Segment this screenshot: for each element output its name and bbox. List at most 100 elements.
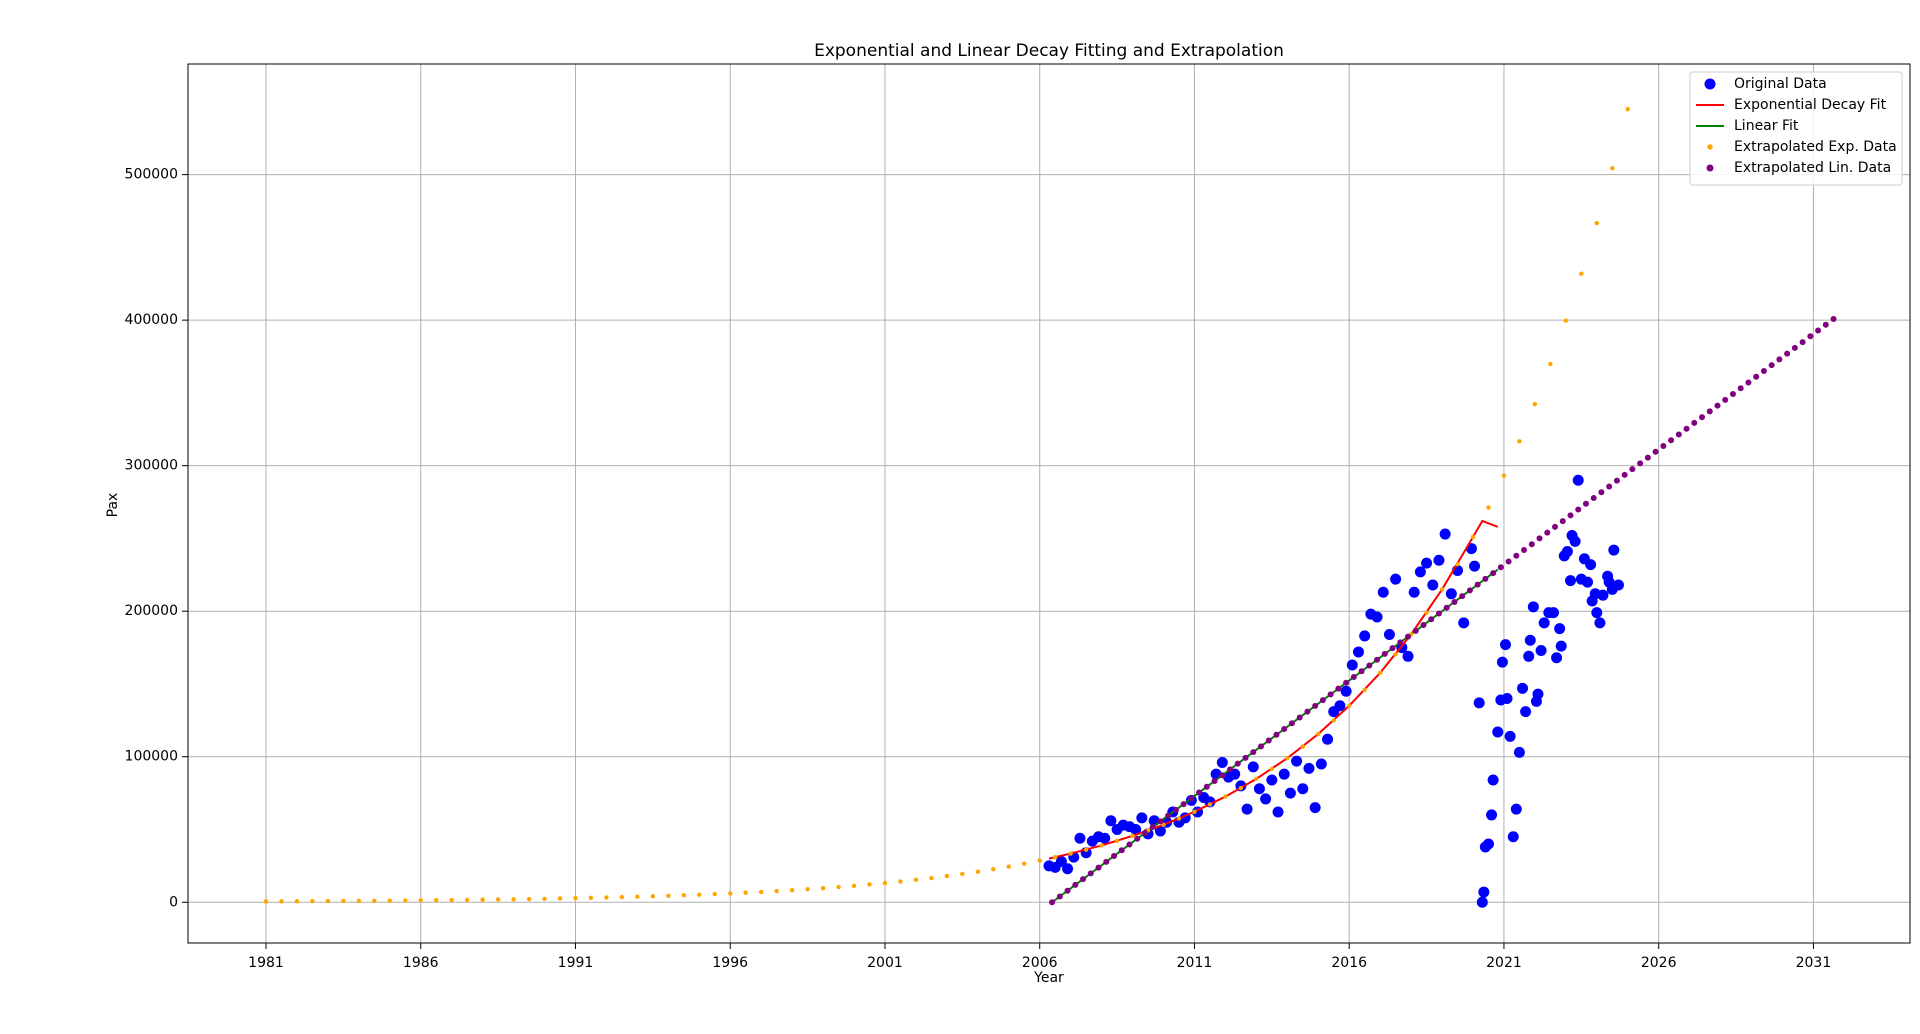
data-point — [1377, 586, 1389, 598]
data-point — [1149, 824, 1156, 831]
data-point — [1567, 512, 1574, 519]
data-point — [1579, 271, 1584, 276]
data-point — [1517, 682, 1529, 694]
data-point — [1247, 761, 1259, 773]
data-point — [1334, 700, 1346, 712]
x-tick-label: 2026 — [1641, 955, 1677, 971]
data-point — [1598, 489, 1605, 496]
data-point — [1791, 344, 1798, 351]
data-point — [1134, 835, 1141, 842]
data-point — [1265, 737, 1272, 744]
data-point — [1074, 832, 1086, 844]
data-point — [1729, 391, 1736, 398]
data-point — [836, 884, 841, 890]
data-point — [1532, 688, 1544, 700]
data-point — [1383, 628, 1395, 640]
data-point — [1362, 687, 1367, 693]
data-point — [1303, 762, 1315, 774]
x-tick-label: 1996 — [712, 955, 748, 971]
data-point — [1253, 783, 1265, 795]
data-point — [1501, 473, 1507, 478]
data-point — [1544, 529, 1551, 536]
data-point — [1371, 611, 1383, 623]
data-point — [1510, 803, 1522, 815]
data-point — [1613, 477, 1620, 484]
data-point — [1211, 777, 1218, 784]
data-point — [1087, 870, 1094, 877]
data-point — [511, 897, 516, 902]
data-point — [1784, 350, 1791, 357]
data-point — [1099, 843, 1104, 848]
data-point — [1397, 639, 1404, 646]
data-point — [542, 896, 547, 901]
data-point — [434, 898, 439, 903]
data-point — [1612, 579, 1624, 591]
data-point — [681, 893, 687, 898]
chart-title: Exponential and Linear Decay Fitting and… — [814, 41, 1284, 61]
data-point — [1402, 650, 1414, 662]
data-point — [1052, 855, 1058, 860]
data-point — [1551, 652, 1563, 664]
data-point — [1130, 823, 1142, 835]
data-point — [403, 898, 408, 903]
data-point — [1405, 633, 1412, 640]
data-point — [1319, 697, 1326, 704]
data-point — [1591, 607, 1603, 619]
data-point — [1590, 495, 1597, 502]
data-point — [1340, 685, 1352, 697]
data-point — [1022, 861, 1027, 866]
data-point — [1435, 610, 1442, 617]
data-point — [1496, 656, 1508, 668]
data-point — [1445, 588, 1457, 600]
legend-swatch — [1706, 164, 1714, 172]
data-point — [480, 897, 485, 902]
data-point — [1192, 809, 1197, 814]
data-point — [1637, 460, 1644, 467]
data-point — [991, 867, 996, 872]
data-point — [294, 899, 300, 904]
data-point — [1527, 601, 1539, 613]
data-point — [1458, 617, 1470, 629]
data-point — [1554, 623, 1566, 635]
data-point — [1234, 760, 1241, 767]
data-point — [1482, 838, 1494, 850]
data-point — [1629, 466, 1636, 473]
data-point — [1505, 558, 1512, 565]
legend: Original Data Exponential Decay Fit Linear… — [1689, 71, 1903, 186]
data-point — [898, 879, 903, 884]
data-point — [1652, 448, 1659, 455]
data-point — [1559, 518, 1566, 525]
x-tick-label: 1986 — [403, 955, 439, 971]
data-point — [1486, 505, 1491, 510]
data-point — [1390, 573, 1402, 585]
data-point — [1049, 899, 1056, 906]
data-point — [1095, 864, 1102, 871]
data-point — [1478, 886, 1490, 898]
data-point — [1424, 610, 1429, 615]
y-tick-label: 100000 — [125, 749, 178, 765]
data-point — [1594, 220, 1599, 226]
data-point — [1532, 401, 1538, 407]
data-point — [774, 888, 779, 894]
data-point — [1254, 776, 1259, 782]
data-point — [1374, 656, 1381, 663]
data-point — [1538, 617, 1550, 629]
data-point — [789, 887, 795, 893]
y-tick-label: 0 — [169, 894, 178, 910]
data-point — [1760, 367, 1767, 374]
data-point — [526, 896, 532, 902]
data-point — [1258, 743, 1265, 750]
data-point — [1227, 766, 1234, 773]
data-point — [1083, 847, 1089, 852]
data-point — [1504, 730, 1516, 742]
data-point — [263, 899, 269, 904]
data-point — [1281, 726, 1288, 733]
data-point — [310, 898, 315, 904]
data-point — [1172, 806, 1179, 813]
data-point — [1203, 783, 1210, 790]
data-point — [882, 880, 888, 886]
data-point — [1238, 785, 1244, 791]
data-point — [1056, 893, 1063, 900]
data-point — [1196, 789, 1203, 796]
